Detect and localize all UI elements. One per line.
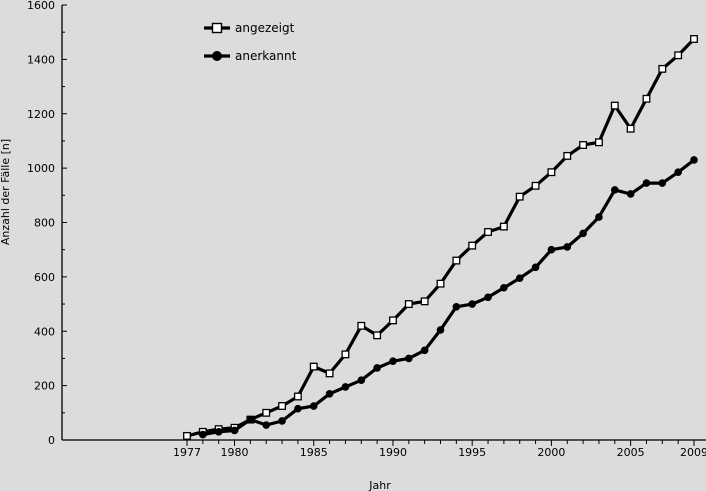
data-point [658,64,667,73]
data-point [262,421,271,429]
data-point [452,256,461,265]
data-point [610,101,619,110]
data-point [547,245,556,254]
data-point [183,431,191,440]
legend: angezeigt anerkannt [204,21,297,63]
data-point [626,190,635,198]
y-tick-label: 1600 [27,0,55,12]
data-point [357,376,366,384]
data-point [420,297,429,306]
data-point [230,426,239,435]
legend-label: anerkannt [235,49,297,63]
x-tick-label: 1985 [300,446,328,459]
data-point [500,283,508,292]
data-point [531,263,540,272]
series-line [186,37,696,438]
y-tick-label: 800 [34,217,55,230]
data-point [547,168,556,177]
data-point [246,415,255,424]
y-tick-label: 200 [34,380,55,393]
data-point [594,138,603,147]
x-tick-label: 1980 [221,446,249,459]
data-point [373,364,381,372]
data-point [674,51,683,60]
legend-label: angezeigt [235,21,295,35]
data-point [294,404,302,413]
data-point [278,417,286,425]
data-point [626,124,635,133]
data-point [563,151,572,160]
y-tick-label: 1400 [27,53,55,66]
series-anerkannt [199,156,698,439]
data-point [531,181,540,190]
y-axis-title: Anzahl der Fälle [n] [0,139,12,245]
data-point [420,346,429,355]
data-point [515,192,524,201]
data-point [341,350,350,359]
data-point [405,354,413,363]
x-tick-label: 1995 [458,446,486,459]
y-tick-label: 1200 [27,108,55,121]
legend-marker [212,51,222,61]
data-point [199,430,207,439]
data-point [373,331,382,340]
data-point [674,168,682,177]
data-point [389,316,397,325]
data-point [642,94,651,103]
data-point [436,279,445,288]
data-point [610,186,619,194]
series-angezeigt [183,35,698,440]
x-tick-label: 1977 [173,446,201,459]
x-axis-title: Jahr [368,479,391,491]
data-point [468,241,477,250]
data-point [658,179,667,187]
x-tick-label: 1990 [379,446,407,459]
x-tick-label: 2009 [680,446,706,459]
data-point [278,402,287,410]
x-tick-label: 2005 [617,446,645,459]
data-point [325,369,334,378]
x-tick-label: 2000 [537,446,565,459]
data-point [262,408,271,417]
data-point [468,300,476,308]
data-point [404,300,413,309]
data-point [595,213,603,221]
data-point [309,362,318,371]
data-point [499,222,508,231]
data-point [690,35,698,43]
legend-marker [211,22,223,34]
y-tick-label: 1000 [27,162,55,175]
data-point [436,326,445,334]
data-point [484,293,492,302]
data-point [293,392,302,401]
y-tick-label: 400 [34,325,55,338]
y-tick-label: 600 [34,271,55,284]
data-point [690,156,698,164]
series-line [202,158,695,437]
data-point [579,141,588,149]
data-point [484,228,492,236]
data-point [642,179,651,187]
data-point [452,302,461,311]
data-point [389,357,397,365]
y-tick-label: 0 [48,434,55,447]
axes: 0 200 400 600 800 1000 1200 1400 1600 1977 1980 198… [27,0,706,459]
data-point [563,243,572,251]
data-point [515,274,524,283]
data-point [325,389,334,398]
data-point [341,383,350,391]
series-layer [183,35,698,440]
data-point [357,321,366,330]
data-point [309,402,318,410]
data-point [579,229,587,238]
data-point [214,428,223,436]
